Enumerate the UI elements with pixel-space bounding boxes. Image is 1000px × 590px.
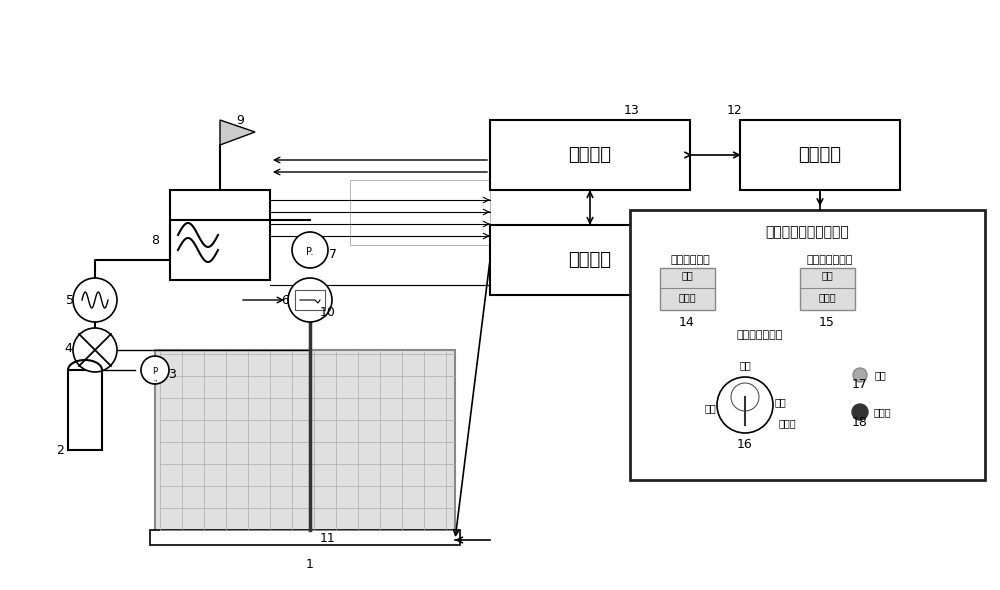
Text: 10: 10: [320, 306, 336, 320]
Text: 7: 7: [329, 248, 337, 261]
Text: P: P: [152, 368, 158, 376]
Circle shape: [852, 404, 868, 420]
Text: 通过: 通过: [874, 370, 886, 380]
Circle shape: [73, 328, 117, 372]
Text: 令动灯: 令动灯: [678, 292, 696, 302]
Bar: [170, 190, 270, 280]
Text: 8: 8: [151, 234, 159, 247]
Text: 11: 11: [320, 532, 336, 545]
Text: 13: 13: [624, 103, 640, 116]
Polygon shape: [220, 120, 255, 145]
Text: 加压: 加压: [704, 403, 716, 413]
Text: 1: 1: [306, 559, 314, 572]
Text: 令动灯: 令动灯: [818, 292, 836, 302]
Text: 未通过: 未通过: [873, 407, 891, 417]
Text: 4: 4: [64, 342, 72, 355]
Circle shape: [141, 356, 169, 384]
Bar: [295, 290, 325, 310]
Text: 5: 5: [66, 293, 74, 306]
Text: ₋ᵢ: ₋ᵢ: [152, 377, 158, 383]
Text: 一标定: 一标定: [778, 418, 796, 428]
Text: 校准: 校准: [774, 397, 786, 407]
Text: 配电单元: 配电单元: [568, 251, 612, 269]
Bar: [490, 120, 690, 190]
Text: 3: 3: [168, 369, 176, 382]
Bar: [490, 225, 690, 295]
Bar: [155, 350, 455, 535]
Text: 测试: 测试: [821, 270, 833, 280]
Circle shape: [717, 377, 773, 433]
Bar: [800, 268, 855, 310]
Circle shape: [853, 368, 867, 382]
Text: 氧气浓缩器校准: 氧气浓缩器校准: [807, 255, 853, 265]
Bar: [68, 370, 102, 450]
Text: 16: 16: [737, 438, 753, 451]
Text: 18: 18: [852, 417, 868, 430]
Text: 6: 6: [281, 293, 289, 306]
Text: 2: 2: [56, 444, 64, 457]
Text: 控制单元: 控制单元: [798, 146, 842, 164]
Circle shape: [288, 278, 332, 322]
Text: 测试: 测试: [681, 270, 693, 280]
Bar: [660, 268, 715, 310]
Circle shape: [73, 278, 117, 322]
Circle shape: [292, 232, 328, 268]
Text: 生命保障系统维护面板: 生命保障系统维护面板: [765, 225, 849, 239]
Bar: [150, 530, 460, 545]
Text: 17: 17: [852, 379, 868, 392]
Text: 12: 12: [727, 103, 743, 116]
Bar: [350, 180, 490, 245]
Text: 15: 15: [819, 316, 835, 329]
Text: P.: P.: [306, 247, 314, 257]
Text: 氧源转换自检: 氧源转换自检: [670, 255, 710, 265]
Text: 14: 14: [679, 316, 695, 329]
Bar: [630, 210, 985, 480]
Bar: [740, 120, 900, 190]
Text: 9: 9: [236, 113, 244, 126]
Text: 关闭: 关闭: [739, 360, 751, 370]
Text: 氧气调节器维护: 氧气调节器维护: [737, 330, 783, 340]
Text: 接口单元: 接口单元: [568, 146, 612, 164]
